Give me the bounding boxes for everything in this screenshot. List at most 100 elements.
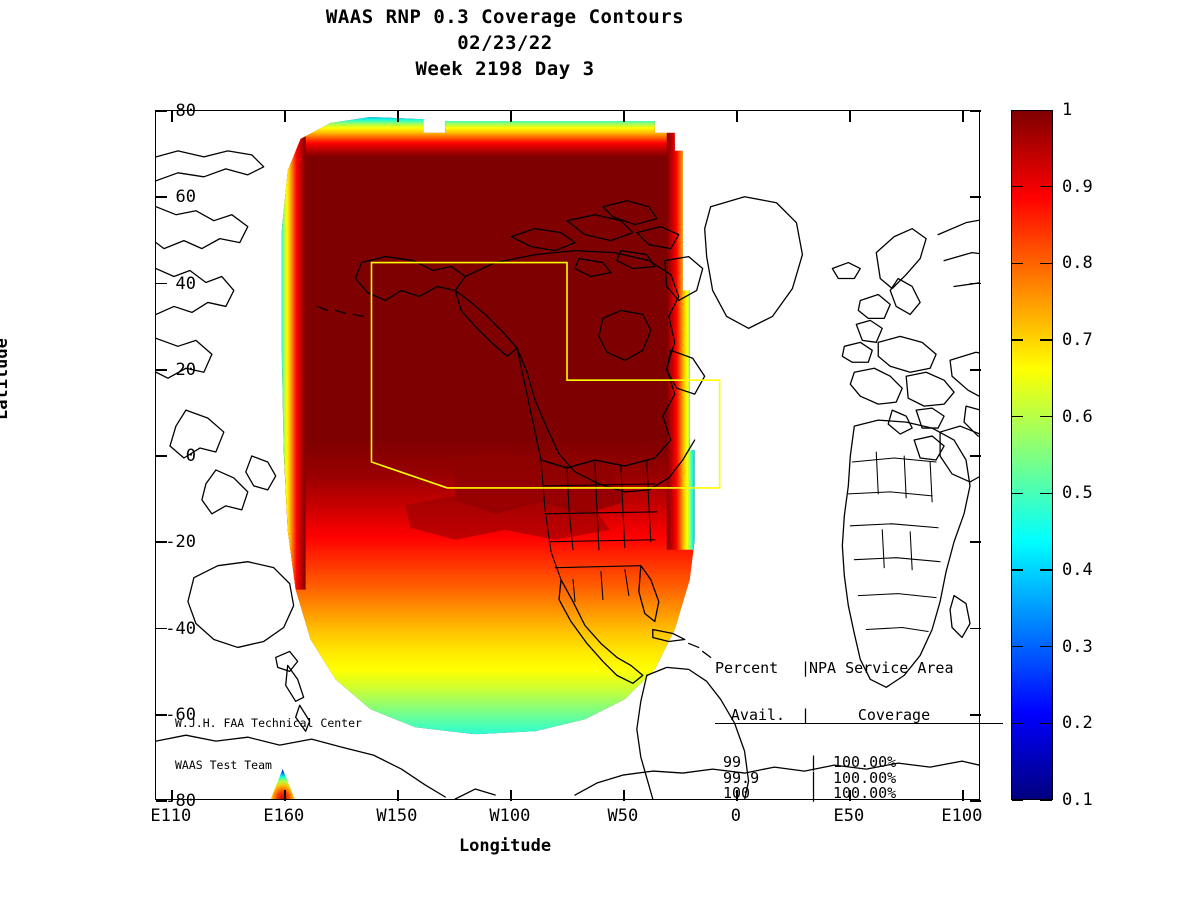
watermark-line-2: WAAS Test Team (175, 758, 272, 772)
x-tick-mark (849, 790, 851, 801)
stats-row-separator: | (809, 768, 819, 787)
stats-header-row-2: Avail. | Coverage (715, 705, 1003, 724)
title-line-2: 02/23/22 (457, 32, 553, 54)
y-tick-label-3: 20 (175, 359, 196, 380)
y-tick-mark (156, 541, 167, 544)
y-tick-label-7: -60 (165, 704, 196, 725)
stats-row-separator: | (809, 753, 819, 771)
x-tick-mark (510, 790, 512, 801)
y-tick-mark (970, 282, 981, 285)
colorbar-tick-label-4: 0.6 (1062, 406, 1093, 427)
y-tick-mark (970, 455, 981, 457)
x-tick-mark (962, 790, 964, 801)
x-tick-mark (284, 790, 286, 801)
y-tick-label-8: -80 (165, 791, 196, 811)
x-tick-label-3: W100 (489, 806, 531, 826)
y-tick-label-1: 60 (175, 187, 196, 208)
stats-row: 100 | 100.00% (715, 784, 1003, 802)
map-plot-area (155, 110, 981, 802)
coverage-spike-south (270, 769, 295, 799)
stats-coverage-value: 100.00% (833, 768, 897, 787)
colorbar-tick-mark-left (1012, 185, 1023, 188)
y-tick-label-6: -40 (165, 618, 196, 639)
npa-service-area-boundary (370, 261, 721, 489)
stats-header-avail: Avail. (730, 705, 786, 724)
colorbar (1011, 110, 1053, 800)
x-tick-label-7: E100 (941, 806, 983, 826)
map-clip (156, 111, 979, 799)
colorbar-tick-label-2: 0.8 (1062, 253, 1093, 274)
colorbar-tick-mark (1040, 185, 1052, 188)
stats-row: 99 | 100.00% (715, 753, 1003, 771)
y-tick-mark (156, 110, 167, 112)
colorbar-tick-label-1: 0.9 (1062, 176, 1093, 197)
y-tick-mark (970, 368, 981, 371)
colorbar-tick-label-0: 1 (1062, 100, 1073, 120)
stats-rows: 99 | 100.00% 99.9 | 100.00% 100 | 100.00% (715, 753, 1003, 802)
chart-title-block: WAAS RNP 0.3 Coverage Contours 02/23/22 … (0, 4, 1010, 82)
stats-coverage-value: 100.00% (833, 784, 897, 802)
colorbar-tick-label-7: 0.3 (1062, 636, 1093, 657)
npa-coverage-stats-table: Percent | NPA Service Area Avail. | Cove… (715, 630, 1003, 833)
x-tick-label-2: W150 (376, 806, 418, 826)
stats-avail-value: 99.9 (723, 768, 760, 787)
x-tick-label-5: 0 (730, 806, 741, 826)
y-tick-label-4: 0 (185, 446, 196, 466)
colorbar-tick-mark-left (1012, 492, 1023, 495)
x-tick-mark (736, 111, 738, 122)
x-tick-label-6: E50 (833, 806, 865, 826)
x-tick-mark (849, 111, 851, 122)
x-tick-mark (397, 790, 399, 801)
y-axis-label: Latitude (0, 338, 12, 420)
y-tick-mark (156, 713, 167, 716)
y-tick-label-2: 40 (175, 273, 196, 294)
coastlines (156, 150, 979, 799)
x-tick-mark (171, 790, 173, 801)
colorbar-tick-mark-left (1012, 339, 1023, 341)
colorbar-tick-label-9: 0.1 (1062, 790, 1093, 810)
colorbar-tick-mark (1040, 645, 1052, 648)
x-tick-label-1: E160 (263, 806, 305, 826)
stats-header-separator: | (801, 659, 811, 677)
x-tick-label-0: E110 (150, 806, 192, 826)
y-tick-mark (970, 196, 981, 199)
colorbar-tick-label-5: 0.5 (1062, 483, 1093, 504)
colorbar-tick-mark-left (1012, 722, 1023, 725)
colorbar-tick-mark-left (1012, 645, 1023, 648)
stats-header-row-1: Percent | NPA Service Area (715, 659, 1003, 677)
watermark: W.J.H. FAA Technical Center WAAS Test Te… (175, 688, 362, 800)
stats-avail-value: 100 (723, 784, 751, 802)
colorbar-tick-mark (1040, 492, 1052, 495)
title-line-1: WAAS RNP 0.3 Coverage Contours (325, 6, 685, 28)
y-tick-label-0: 80 (175, 101, 196, 121)
x-tick-mark (623, 111, 625, 122)
y-tick-mark (970, 800, 981, 802)
x-tick-mark (962, 111, 964, 122)
colorbar-tick-mark (1040, 722, 1052, 725)
y-tick-mark (970, 627, 981, 630)
stats-header-percent: Percent (715, 659, 779, 677)
y-tick-mark (156, 282, 167, 285)
colorbar-tick-mark (1040, 569, 1052, 571)
stats-row-separator: | (809, 784, 819, 802)
colorbar-tick-mark (1040, 415, 1052, 418)
colorbar-tick-mark-left (1012, 262, 1023, 265)
y-tick-mark (970, 110, 981, 112)
y-tick-mark (156, 455, 167, 457)
colorbar-tick-mark (1040, 799, 1052, 801)
y-tick-mark (156, 627, 167, 630)
colorbar-tick-mark (1040, 262, 1052, 265)
y-tick-mark (156, 800, 167, 802)
colorbar-tick-mark-left (1012, 415, 1023, 418)
x-tick-mark (736, 790, 738, 801)
stats-header-npa: NPA Service Area (809, 659, 954, 677)
colorbar-tick-label-6: 0.4 (1062, 560, 1093, 580)
y-tick-mark (156, 368, 167, 371)
colorbar-gradient (1012, 111, 1052, 799)
x-axis-label: Longitude (458, 836, 552, 856)
stats-coverage-value: 100.00% (833, 753, 897, 771)
world-map-svg (156, 116, 979, 799)
y-tick-mark (970, 713, 981, 716)
colorbar-tick-mark (1040, 339, 1052, 341)
stats-header-coverage: Coverage (857, 705, 931, 724)
